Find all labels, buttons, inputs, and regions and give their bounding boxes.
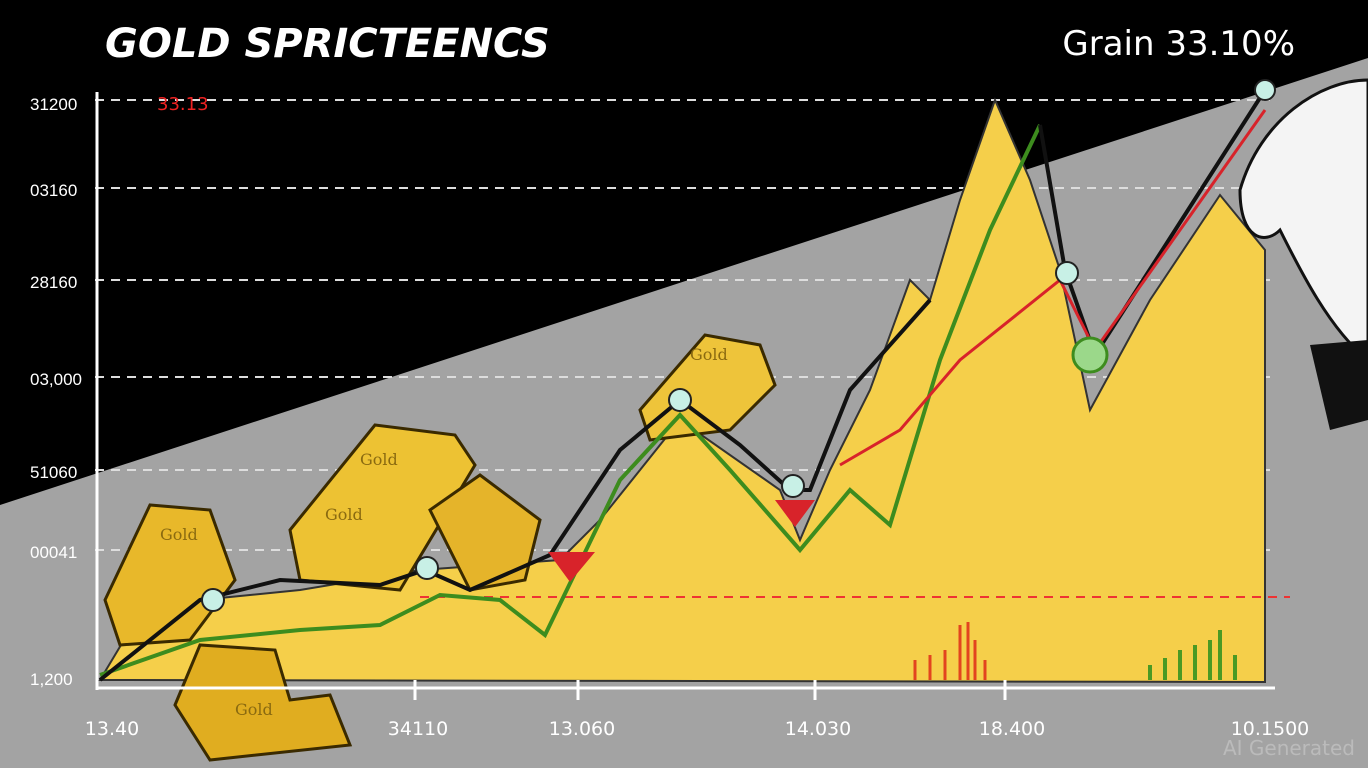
bar-label: Gold	[360, 450, 398, 469]
hand	[1238, 78, 1368, 362]
down-marker	[548, 552, 595, 582]
x-label: 14.030	[785, 718, 851, 740]
volume-green	[1148, 630, 1237, 680]
black-line	[1038, 88, 1267, 360]
bar-label: Gold	[690, 345, 728, 364]
y-label: 03160	[30, 181, 77, 200]
markers	[201, 79, 1276, 612]
annotation: 33.13	[157, 94, 209, 115]
x-label: 10.1500	[1231, 718, 1310, 740]
green-line	[99, 124, 1042, 677]
y-label: 00041	[30, 543, 77, 562]
bar-label: Gold	[160, 525, 198, 544]
y-label: 03,000	[30, 370, 82, 389]
volume-red	[913, 622, 987, 680]
black-line	[98, 298, 932, 682]
gold-bars	[103, 333, 777, 762]
x-label: 13.060	[549, 718, 615, 740]
x-label: 18.400	[979, 718, 1045, 740]
down-marker	[775, 500, 815, 527]
x-ticks	[413, 680, 1007, 700]
x-label: 34110	[388, 718, 448, 740]
gain-label: Grain 33.10%	[1062, 24, 1295, 64]
y-label: 51060	[30, 463, 77, 482]
sleeve	[1310, 340, 1368, 430]
bar-label: Gold	[235, 700, 273, 719]
bar-label: Gold	[325, 505, 363, 524]
y-label: 28160	[30, 273, 77, 292]
y-label: 1,200	[30, 670, 73, 689]
highlight-marker	[1071, 336, 1109, 374]
watermark: AI Generated	[1223, 736, 1355, 760]
x-label: 13.40	[85, 718, 139, 740]
y-label: 31200	[30, 95, 77, 114]
title: GOLD SPRICTEENCS	[105, 21, 550, 67]
red-line	[839, 109, 1267, 467]
